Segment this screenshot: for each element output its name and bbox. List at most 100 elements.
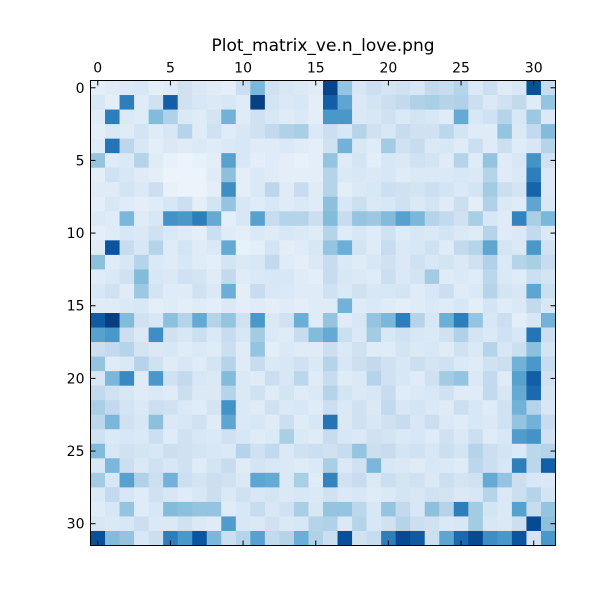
heatmap-cell [221,80,237,96]
heatmap-cell [366,138,382,154]
heatmap-cell [163,327,179,343]
heatmap-cell [482,225,498,241]
heatmap-cell [468,429,484,445]
heatmap-cell [468,124,484,140]
heatmap-cell [482,95,498,111]
heatmap-cell [279,385,295,401]
heatmap-cell [352,240,368,256]
heatmap-cell [177,254,193,270]
heatmap-cell [163,429,179,445]
heatmap-cell [308,182,324,198]
heatmap-cell [235,313,251,329]
heatmap-cell [453,443,469,459]
heatmap-cell [177,342,193,358]
heatmap-cell [410,109,426,125]
heatmap-cell [381,225,397,241]
heatmap-cell [410,414,426,430]
heatmap-cell [206,109,222,125]
heatmap-cell [352,225,368,241]
heatmap-cell [323,225,339,241]
heatmap-cell [148,414,164,430]
heatmap-cell [468,95,484,111]
heatmap-cell [540,530,556,546]
heatmap-cell [206,443,222,459]
heatmap-cell [105,138,121,154]
heatmap-cell [119,182,135,198]
heatmap-cell [148,356,164,372]
heatmap-cell [250,458,266,474]
heatmap-cell [453,356,469,372]
heatmap-cell [468,501,484,517]
heatmap-cell [497,211,513,227]
heatmap-cell [90,356,106,372]
heatmap-cell [163,458,179,474]
heatmap-cell [177,298,193,314]
heatmap-cell [134,356,150,372]
heatmap-cell [192,196,208,212]
heatmap-cell [352,109,368,125]
heatmap-cell [264,240,280,256]
heatmap-cell [177,327,193,343]
heatmap-cell [395,356,411,372]
heatmap-cell [453,385,469,401]
heatmap-cell [352,153,368,169]
heatmap-cell [119,487,135,503]
heatmap-cell [163,240,179,256]
heatmap-cell [453,429,469,445]
heatmap-cell [264,269,280,285]
heatmap-cell [293,196,309,212]
heatmap-cell [235,254,251,270]
heatmap-cell [308,124,324,140]
heatmap-cell [453,167,469,183]
heatmap-cell [148,124,164,140]
heatmap-cell [177,167,193,183]
heatmap-cell [395,400,411,416]
heatmap-cell [453,269,469,285]
heatmap-cell [526,458,542,474]
heatmap-cell [279,400,295,416]
heatmap-cell [119,472,135,488]
heatmap-cell [134,414,150,430]
heatmap-cell [148,225,164,241]
heatmap-cell [308,356,324,372]
heatmap-cell [366,501,382,517]
heatmap-cell [250,400,266,416]
heatmap-cell [206,429,222,445]
heatmap-cell [308,487,324,503]
heatmap-cell [366,385,382,401]
heatmap-cell [497,414,513,430]
heatmap-cell [105,182,121,198]
heatmap-cell [410,443,426,459]
heatmap-cell [90,283,106,299]
heatmap-cell [192,254,208,270]
heatmap-cell [511,472,527,488]
heatmap-cell [439,327,455,343]
heatmap-cell [337,109,353,125]
heatmap-cell [206,458,222,474]
heatmap-cell [192,124,208,140]
heatmap-cell [381,385,397,401]
heatmap-cell [540,211,556,227]
heatmap-cell [410,153,426,169]
heatmap-cell [511,530,527,546]
heatmap-cell [439,458,455,474]
heatmap-cell [90,516,106,532]
heatmap-cell [148,371,164,387]
heatmap-cell [482,109,498,125]
heatmap-cell [264,95,280,111]
heatmap-cell [148,298,164,314]
heatmap-cell [395,225,411,241]
heatmap-cell [381,298,397,314]
heatmap-cell [352,501,368,517]
heatmap-cell [250,109,266,125]
heatmap-cell [381,196,397,212]
heatmap-cell [221,124,237,140]
heatmap-cell [511,429,527,445]
heatmap-cell [540,356,556,372]
heatmap-cell [453,254,469,270]
heatmap-cell [264,458,280,474]
heatmap-cell [424,487,440,503]
heatmap-cell [482,283,498,299]
heatmap-cell [410,269,426,285]
heatmap-cell [148,138,164,154]
